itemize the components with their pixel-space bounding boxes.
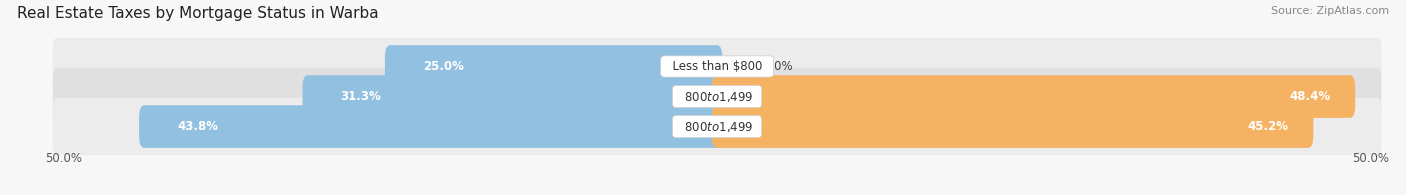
Text: 43.8%: 43.8% — [177, 120, 218, 133]
Text: 48.4%: 48.4% — [1289, 90, 1330, 103]
FancyBboxPatch shape — [711, 105, 1313, 148]
FancyBboxPatch shape — [139, 105, 723, 148]
Text: Source: ZipAtlas.com: Source: ZipAtlas.com — [1271, 6, 1389, 16]
FancyBboxPatch shape — [302, 75, 723, 118]
Text: Real Estate Taxes by Mortgage Status in Warba: Real Estate Taxes by Mortgage Status in … — [17, 6, 378, 21]
Text: $800 to $1,499: $800 to $1,499 — [676, 120, 758, 134]
FancyBboxPatch shape — [711, 75, 1355, 118]
Text: 0.0%: 0.0% — [763, 60, 793, 73]
FancyBboxPatch shape — [53, 98, 1381, 155]
Text: Less than $800: Less than $800 — [665, 60, 769, 73]
Text: 25.0%: 25.0% — [423, 60, 464, 73]
Text: 31.3%: 31.3% — [340, 90, 381, 103]
FancyBboxPatch shape — [53, 38, 1381, 95]
FancyBboxPatch shape — [53, 68, 1381, 125]
Text: $800 to $1,499: $800 to $1,499 — [676, 90, 758, 104]
FancyBboxPatch shape — [385, 45, 723, 88]
Text: 45.2%: 45.2% — [1247, 120, 1288, 133]
